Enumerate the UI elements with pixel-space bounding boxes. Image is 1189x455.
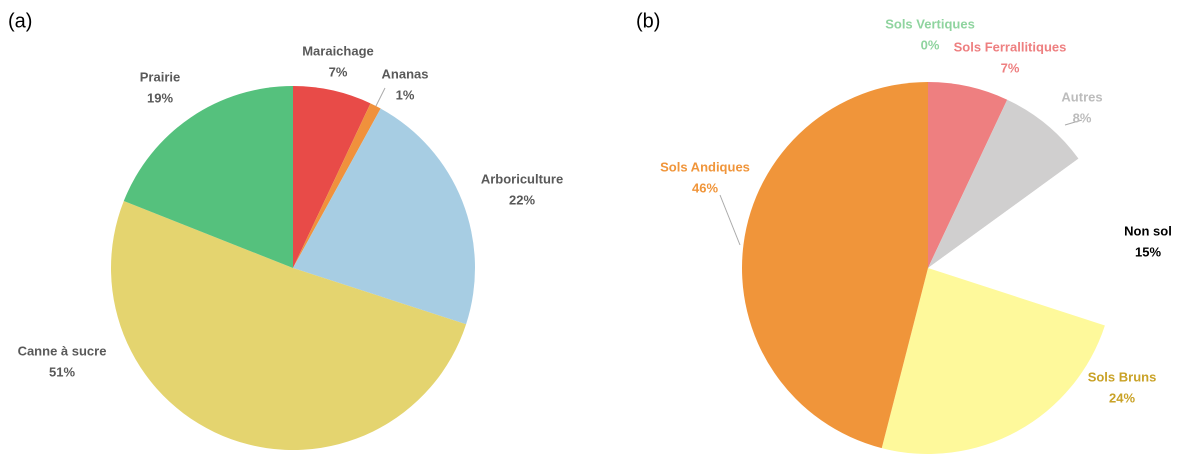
slice-label: Prairie bbox=[140, 69, 180, 84]
slice-value-label: 7% bbox=[329, 64, 348, 79]
slice-value-label: 24% bbox=[1109, 390, 1135, 405]
slice-label: Sols Vertiques bbox=[885, 16, 975, 31]
slice-value-label: 46% bbox=[692, 180, 718, 195]
slice-value-label: 0% bbox=[921, 37, 940, 52]
slice-label: Autres bbox=[1061, 89, 1102, 104]
panel-label: (b) bbox=[636, 10, 660, 32]
pie-slice bbox=[293, 103, 381, 269]
pie-slice bbox=[928, 99, 1079, 268]
pie-slice bbox=[293, 108, 475, 325]
slice-label: Maraichage bbox=[302, 43, 374, 58]
slice-label: Arboriculture bbox=[481, 171, 563, 186]
pie-slice bbox=[928, 82, 1008, 268]
leader-line bbox=[374, 87, 386, 109]
slice-value-label: 1% bbox=[396, 87, 415, 102]
pie-slice bbox=[123, 86, 294, 268]
slice-value-label: 8% bbox=[1073, 110, 1092, 125]
leader-line bbox=[719, 194, 741, 246]
slice-value-label: 22% bbox=[509, 192, 535, 207]
slice-value-label: 15% bbox=[1135, 244, 1161, 259]
pie-slice bbox=[111, 201, 467, 450]
slice-value-label: 7% bbox=[1001, 60, 1020, 75]
panel-label: (a) bbox=[8, 10, 32, 32]
pie-slice bbox=[742, 82, 928, 449]
pie-slice bbox=[293, 86, 371, 268]
leader-line bbox=[1064, 119, 1083, 126]
slice-label: Canne à sucre bbox=[18, 343, 107, 358]
slice-value-label: 19% bbox=[147, 90, 173, 105]
slice-label: Sols Ferrallitiques bbox=[954, 39, 1067, 54]
slice-label: Ananas bbox=[382, 66, 429, 81]
pie-slice bbox=[881, 268, 1105, 455]
slice-label: Non sol bbox=[1124, 223, 1172, 238]
slice-label: Sols Bruns bbox=[1088, 369, 1157, 384]
pie-slice bbox=[928, 158, 1114, 326]
slice-label: Sols Andiques bbox=[660, 159, 750, 174]
slice-value-label: 51% bbox=[49, 364, 75, 379]
